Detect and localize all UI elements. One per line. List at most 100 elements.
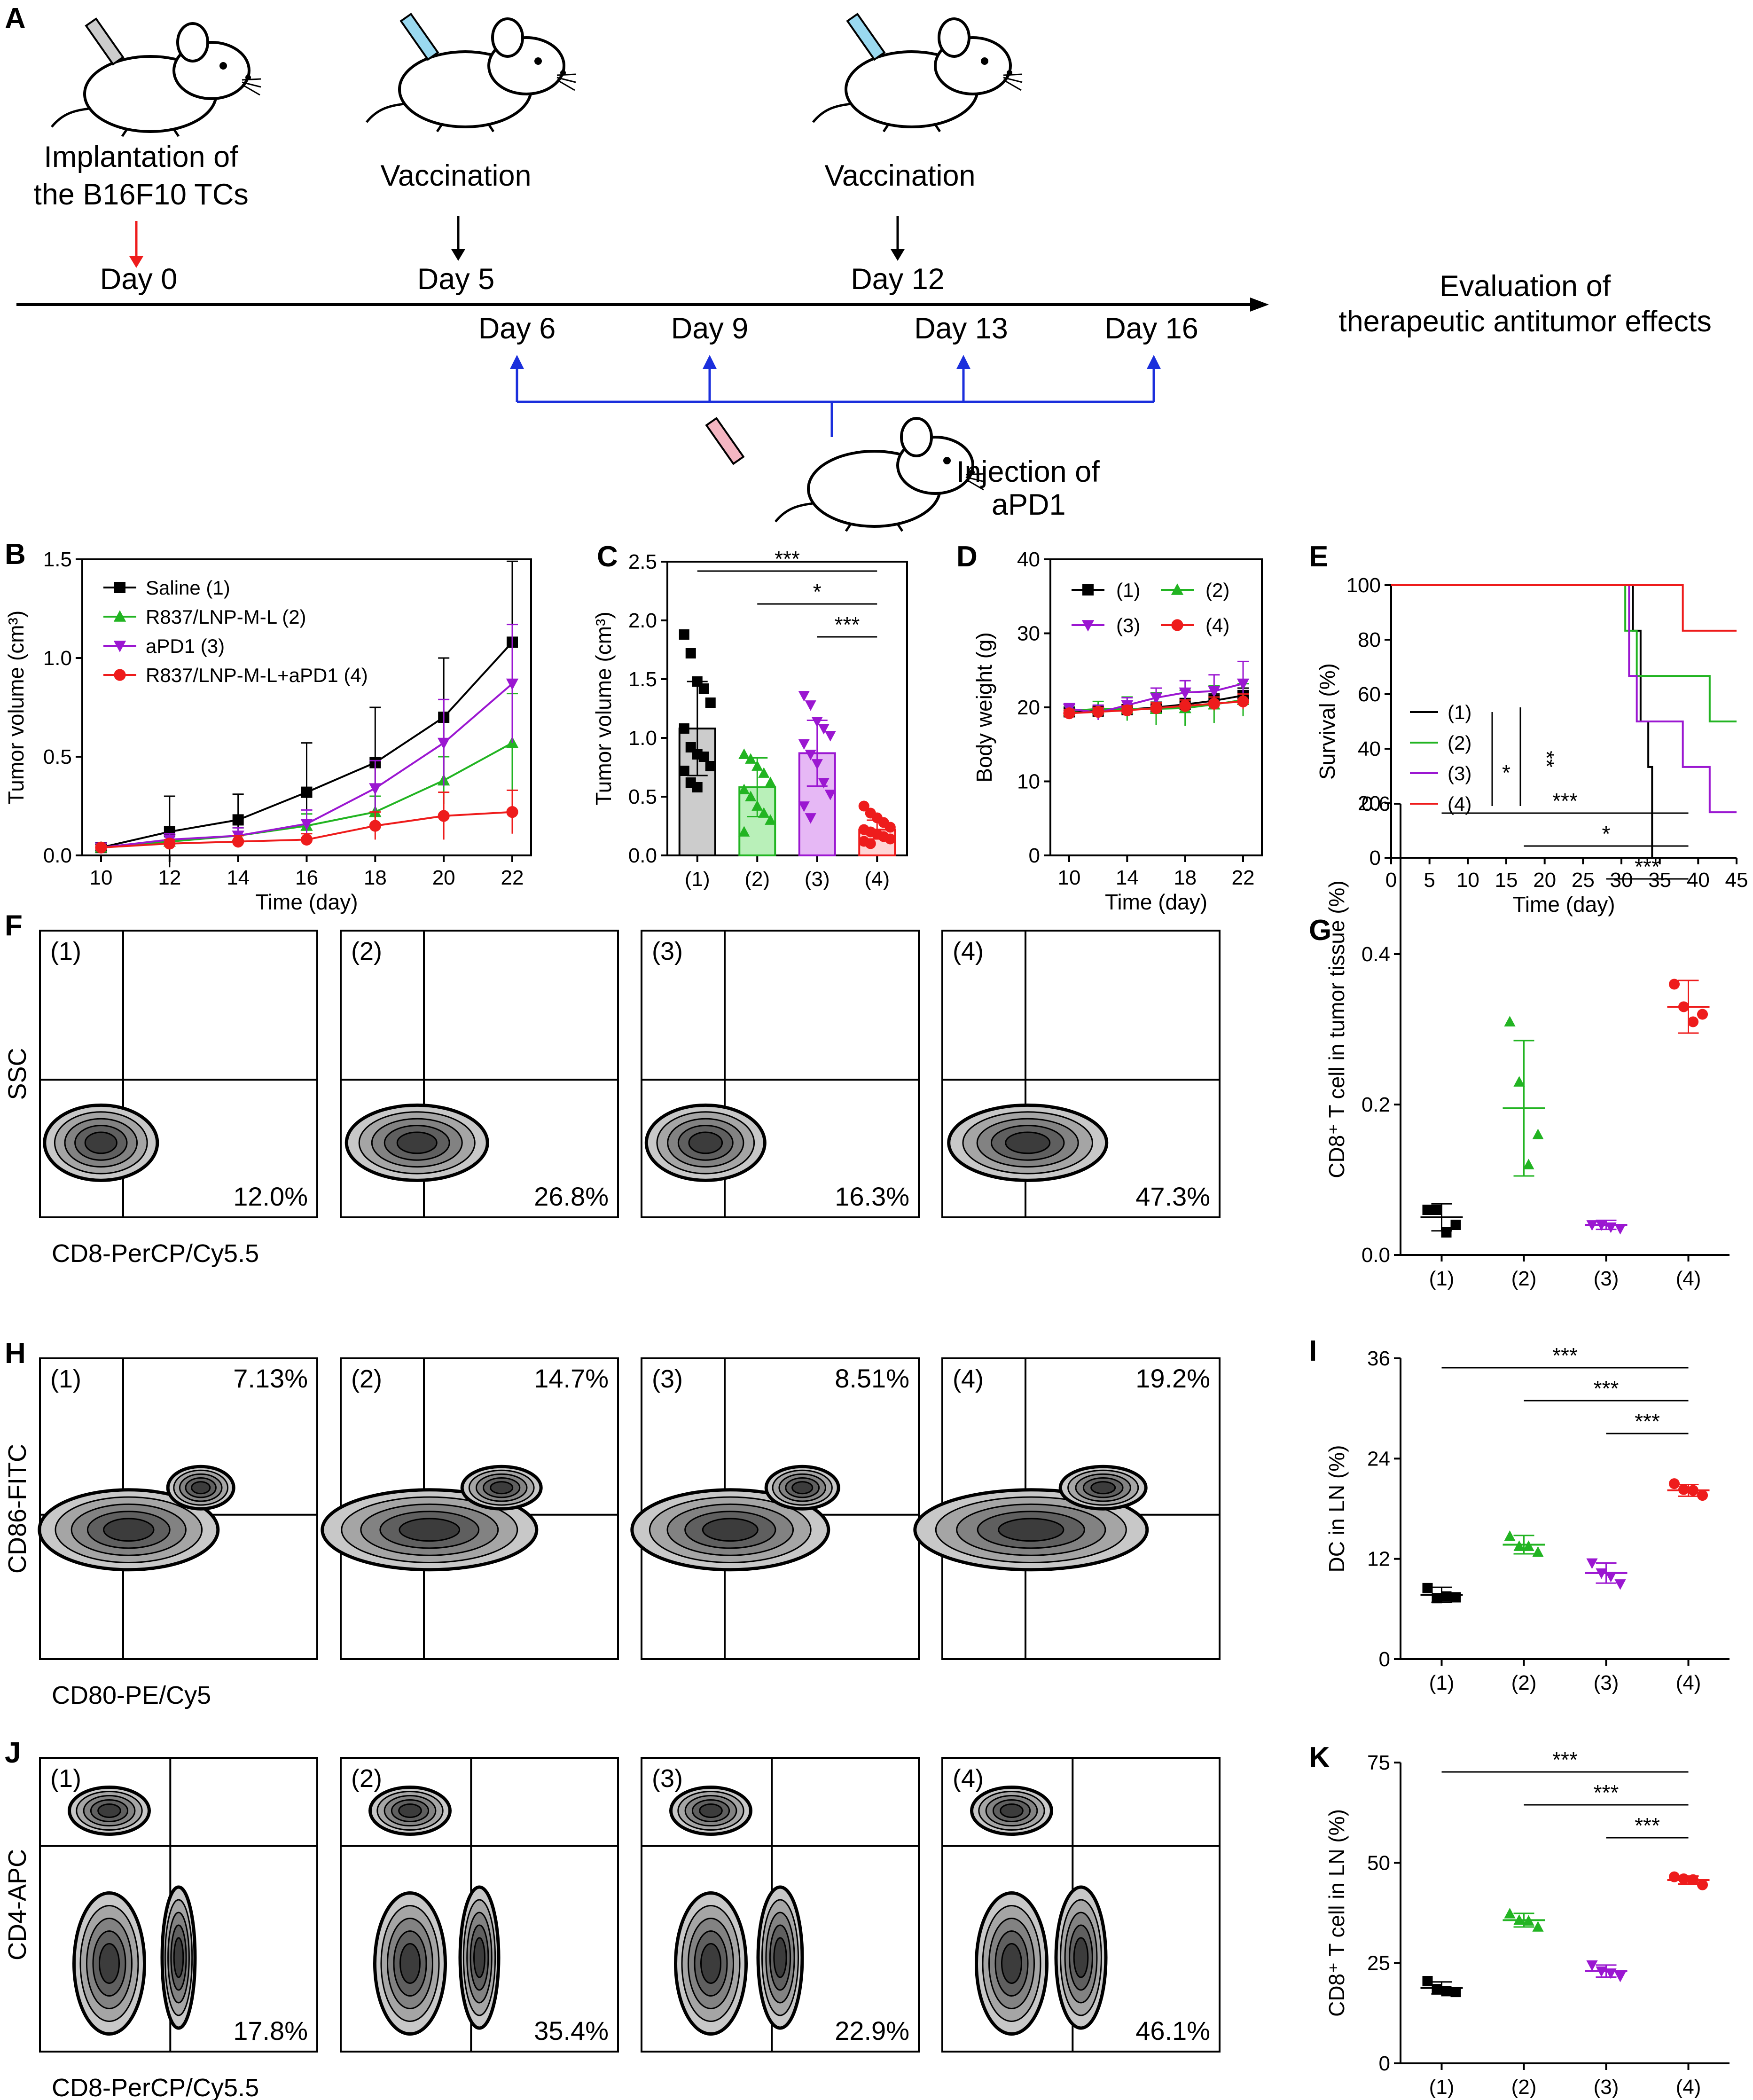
day0-arrowhead: [129, 256, 143, 268]
x-tick-label: 16: [295, 866, 318, 889]
data-point: [745, 753, 757, 764]
panel-label-h: H: [5, 1337, 26, 1370]
y-tick-label: 36: [1367, 1347, 1390, 1370]
event-1-label: Vaccination: [380, 159, 531, 192]
y-axis-title: Tumor volume (cm³): [591, 611, 616, 805]
data-point: [1441, 1227, 1452, 1238]
legend-marker: [113, 641, 126, 652]
data-point: [1678, 1001, 1690, 1012]
significance-label: ***: [1635, 1409, 1660, 1434]
legend-marker: [1171, 583, 1184, 595]
x-tick-label: (3): [1594, 1671, 1619, 1694]
contour-population: [1005, 1131, 1051, 1154]
data-point: [1450, 1220, 1461, 1230]
event-2-label: Vaccination: [824, 159, 975, 192]
y-tick-label: 1.0: [43, 647, 72, 670]
data-point: [798, 691, 810, 702]
data-point: [805, 700, 816, 711]
data-point: [1614, 1224, 1626, 1235]
day5-label: Day 5: [417, 263, 495, 296]
data-point: [1422, 1205, 1433, 1215]
y-tick-label: 0: [1379, 2052, 1390, 2075]
data-point: [506, 806, 518, 818]
y-tick-label: 50: [1367, 1851, 1390, 1874]
panel-label-k: K: [1309, 1741, 1330, 1774]
data-point: [437, 737, 450, 750]
legend-label: (2): [1205, 579, 1229, 601]
y-axis-title: DC in LN (%): [1324, 1445, 1349, 1573]
data-point: [865, 838, 876, 849]
data-point: [1668, 1871, 1680, 1882]
x-tick-label: 10: [1456, 869, 1479, 892]
day12-label: Day 12: [851, 263, 945, 296]
data-point: [751, 760, 763, 771]
legend-label: (3): [1116, 614, 1140, 636]
group-label: (3): [652, 937, 683, 965]
data-point: [1605, 1572, 1617, 1583]
quadrant-percentage: 17.8%: [233, 2016, 308, 2045]
data-point: [798, 801, 810, 812]
data-point: [1523, 1540, 1534, 1551]
data-point: [1179, 687, 1191, 699]
data-point: [1450, 1987, 1461, 1998]
significance-label: ***: [775, 547, 800, 571]
panel-label-a: A: [5, 2, 26, 35]
group-label: (4): [953, 937, 984, 965]
panel-label-e: E: [1309, 541, 1328, 573]
y-tick-label: 0.6: [1362, 792, 1390, 815]
contour-population: [1073, 1937, 1089, 1978]
x-tick-label: 14: [1116, 866, 1139, 889]
data-point: [1208, 686, 1221, 698]
data-point: [1532, 1128, 1544, 1139]
y-tick-label: 0: [1370, 846, 1381, 870]
data-point: [884, 833, 896, 845]
group-label: (2): [351, 937, 382, 965]
event-0-line-0: Implantation of: [44, 141, 238, 173]
sig-label-1: *: [1502, 760, 1510, 785]
x-tick-label: 30: [1610, 869, 1633, 892]
flow-x-axis-title: CD80-PE/Cy5: [52, 1681, 211, 1709]
data-point: [1614, 1971, 1626, 1982]
chart-k-cd8-ln: 0 25 50 75 (1) (2) (3) (4) CD8⁺ T cell in LN (%)…: [1324, 1747, 1730, 2099]
group-0: [678, 629, 716, 856]
legend-label: aPD1 (3): [146, 635, 225, 657]
flow-plot-f-4: (4) 47.3%: [941, 930, 1221, 1218]
y-tick-label: 0: [1029, 844, 1040, 867]
data-point: [1092, 705, 1104, 718]
x-tick-label: (2): [1511, 1671, 1537, 1694]
legend-label: (4): [1448, 793, 1471, 815]
y-tick-label: 40: [1017, 548, 1040, 571]
group-label: (4): [953, 1365, 984, 1393]
data-point: [824, 790, 836, 800]
group-label: (3): [652, 1764, 683, 1793]
quadrant-percentage: 26.8%: [534, 1182, 609, 1211]
end-label-line-1: therapeutic antitumor effects: [1338, 305, 1712, 338]
x-tick-label: (2): [1511, 2076, 1537, 2099]
data-point: [679, 766, 689, 776]
group-3: [1667, 1478, 1710, 1501]
contour-population: [473, 1937, 485, 1978]
significance-label: ***: [1552, 1343, 1578, 1368]
x-tick-label: (1): [1429, 1267, 1455, 1290]
data-point: [818, 724, 830, 735]
injection-bracket: [516, 362, 1155, 437]
chart-b-tumor-volume: 0.0 0.5 1.0 1.5 10 12 14 16 18 20 22 Time (day) Tumo…: [4, 548, 532, 914]
data-point: [1236, 678, 1250, 690]
y-axis-title: CD8⁺ T cell in LN (%): [1324, 1809, 1349, 2017]
group-label: (1): [50, 1764, 81, 1793]
y-tick-label: 0.5: [43, 745, 72, 768]
day5-arrowhead: [451, 249, 465, 261]
group-3: [858, 800, 896, 856]
data-point: [1422, 1976, 1433, 1987]
inj-day-6: Day 6: [478, 312, 556, 345]
mouse-illustration-injection: [705, 418, 985, 531]
panel-label-f: F: [5, 909, 23, 942]
flow-x-axis-title: CD8-PerCP/Cy5.5: [52, 2074, 259, 2100]
data-point: [1504, 1530, 1516, 1541]
flow-y-axis-title: CD86-FITC: [3, 1444, 31, 1574]
bar: [738, 786, 776, 856]
y-tick-label: 1.5: [43, 548, 72, 571]
data-point: [1596, 1568, 1607, 1579]
legend-label: (3): [1448, 762, 1471, 784]
y-tick-label: 10: [1017, 770, 1040, 793]
